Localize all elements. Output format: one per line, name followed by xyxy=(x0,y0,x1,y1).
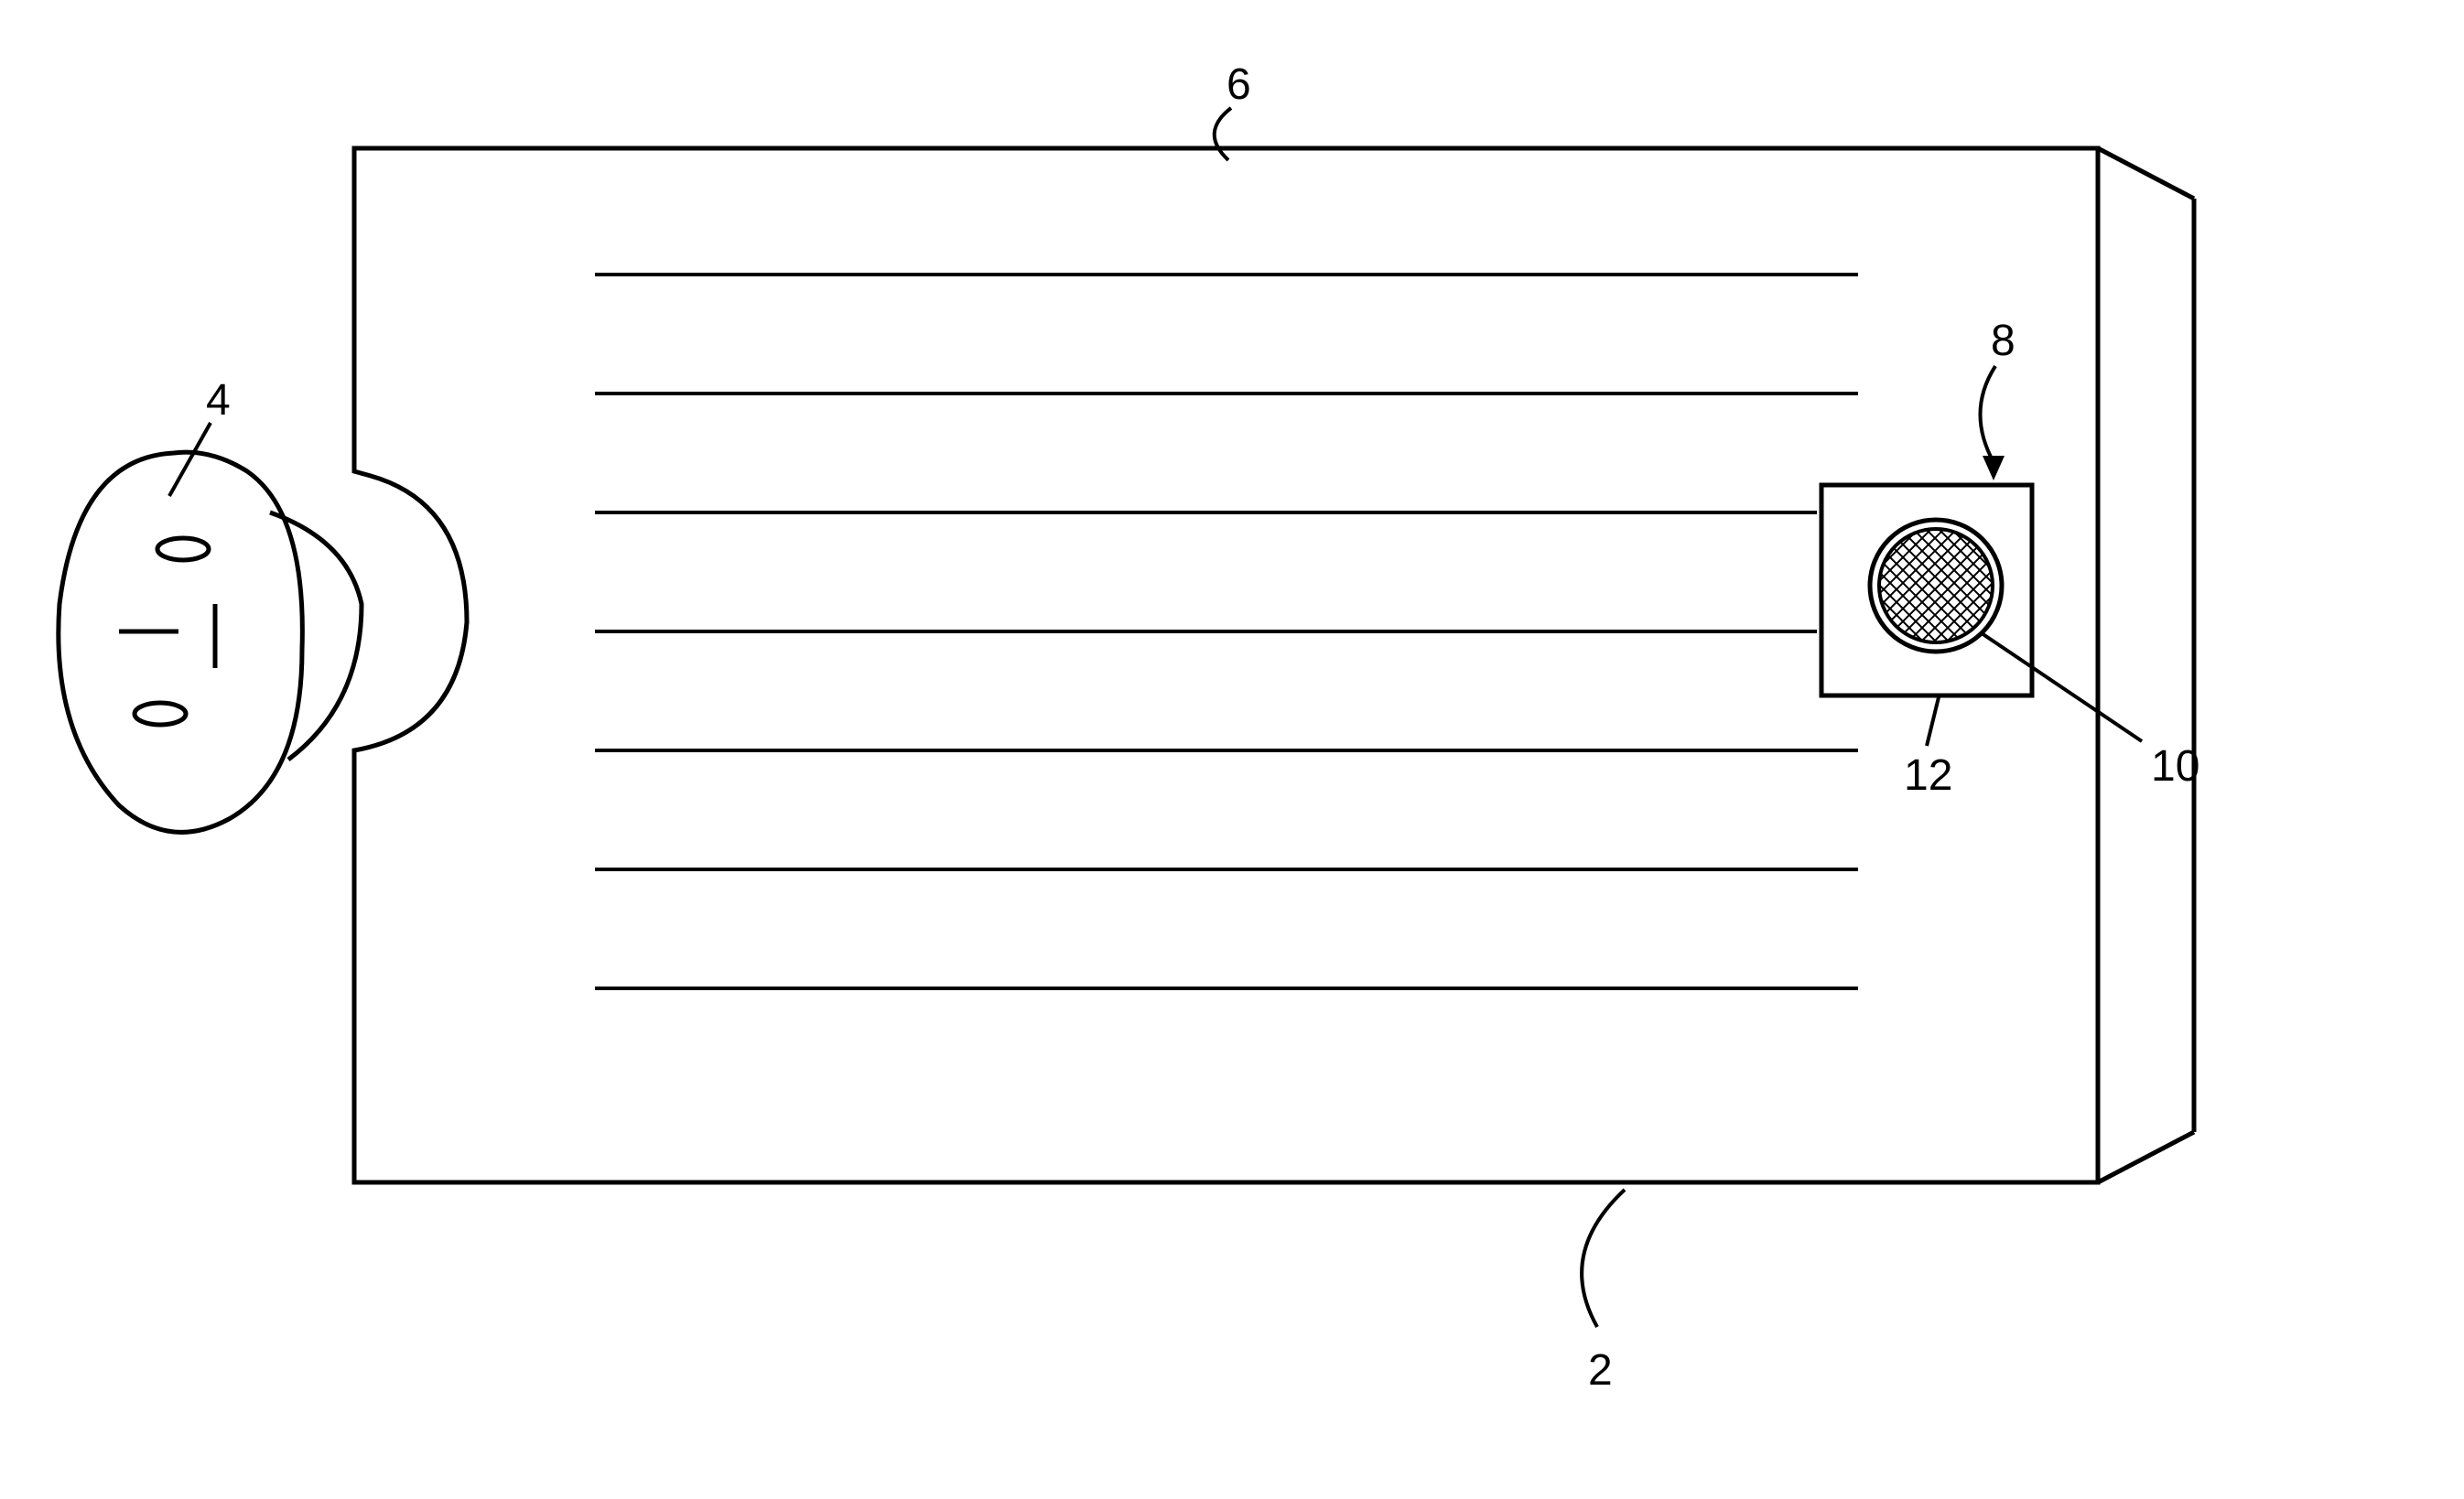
label-10: 10 xyxy=(2151,741,2199,792)
label-6: 6 xyxy=(1227,59,1251,110)
patent-diagram xyxy=(0,0,2464,1499)
circle-feature xyxy=(1870,520,2002,652)
label-8: 8 xyxy=(1991,316,2016,366)
label-4: 4 xyxy=(206,375,231,426)
label-2: 2 xyxy=(1588,1345,1613,1396)
head xyxy=(59,452,362,832)
box-3d xyxy=(2098,148,2194,1182)
label-12: 12 xyxy=(1904,750,1952,801)
